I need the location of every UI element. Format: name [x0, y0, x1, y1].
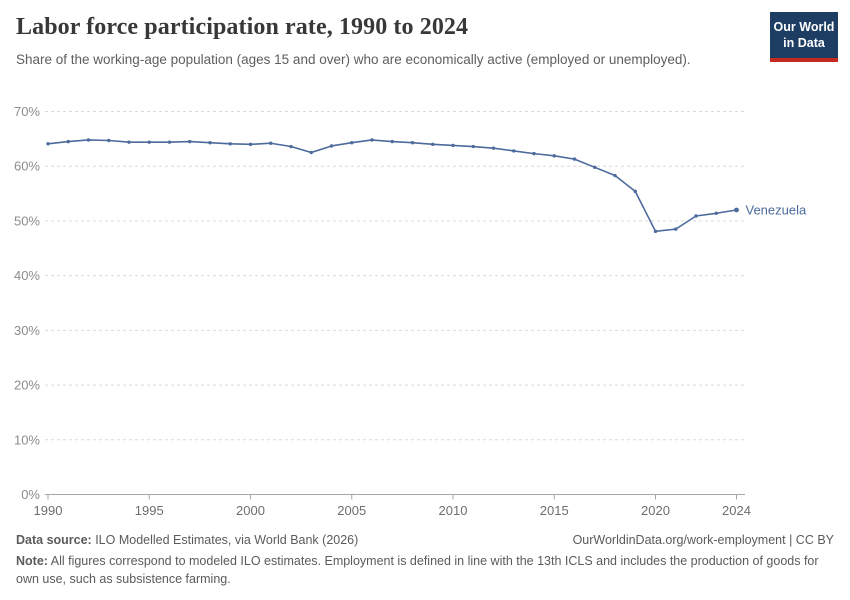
x-axis-tick-label: 1995: [135, 503, 164, 518]
data-point[interactable]: [107, 138, 111, 143]
y-axis-tick-label: 0%: [21, 487, 40, 502]
data-point[interactable]: [46, 142, 50, 146]
data-point[interactable]: [350, 140, 354, 145]
x-axis-tick-label: 2015: [540, 503, 569, 518]
x-axis-tick-label: 1990: [34, 503, 63, 518]
data-point[interactable]: [269, 141, 273, 145]
data-point[interactable]: [289, 144, 293, 149]
data-point[interactable]: [572, 157, 577, 161]
y-axis-tick-label: 50%: [14, 213, 40, 228]
data-point[interactable]: [188, 139, 192, 144]
x-axis-tick-label: 2005: [337, 503, 366, 518]
data-point[interactable]: [552, 154, 556, 158]
data-point[interactable]: [674, 227, 678, 231]
data-point[interactable]: [694, 214, 698, 218]
series-line-venezuela[interactable]: [47, 139, 737, 233]
note-text: All figures correspond to modeled ILO es…: [16, 554, 819, 587]
data-point[interactable]: [228, 142, 232, 146]
data-point[interactable]: [329, 144, 334, 148]
chart-title: Labor force participation rate, 1990 to …: [16, 14, 469, 40]
data-point[interactable]: [714, 211, 718, 215]
data-point[interactable]: [390, 139, 394, 144]
data-point[interactable]: [86, 138, 91, 142]
y-axis-tick-label: 20%: [14, 378, 40, 393]
series-label-venezuela[interactable]: Venezuela: [746, 202, 807, 217]
data-point[interactable]: [512, 149, 516, 153]
data-point[interactable]: [491, 146, 496, 150]
chart-footer: Data source: ILO Modelled Estimates, via…: [16, 531, 834, 588]
y-axis-tick-label: 70%: [14, 104, 40, 119]
note-line: Note: All figures correspond to modeled …: [16, 552, 834, 588]
data-point[interactable]: [613, 173, 617, 178]
x-axis-tick-label: 2024: [722, 503, 751, 518]
line-chart: 0% 10% 20% 30% 40% 50% 60% 70% 1990 1995 2000 2005 2…: [14, 104, 807, 518]
data-point[interactable]: [431, 142, 435, 147]
data-source-text: ILO Modelled Estimates, via World Bank (…: [91, 533, 359, 547]
y-axis-tick-label: 30%: [14, 323, 40, 338]
data-point[interactable]: [370, 138, 374, 142]
attribution-link[interactable]: OurWorldinData.org/work-employment | CC …: [572, 533, 834, 547]
data-point[interactable]: [208, 140, 212, 145]
note-label: Note:: [16, 554, 48, 569]
data-point[interactable]: [653, 229, 658, 234]
x-axis-tick-label: 2010: [439, 503, 468, 518]
data-point[interactable]: [248, 142, 253, 147]
data-point[interactable]: [66, 139, 70, 144]
chart-subtitle: Share of the working-age population (age…: [16, 52, 691, 67]
data-source-label: Data source:: [16, 533, 92, 547]
data-point[interactable]: [127, 140, 131, 144]
data-point[interactable]: [309, 150, 313, 155]
data-point[interactable]: [471, 144, 475, 149]
x-axis-tick-label: 2020: [641, 503, 670, 518]
data-point[interactable]: [593, 165, 597, 170]
data-point[interactable]: [451, 143, 455, 148]
owid-logo-line1: Our World: [773, 20, 835, 34]
data-point[interactable]: [734, 207, 739, 213]
y-axis-tick-label: 10%: [14, 432, 40, 447]
data-point[interactable]: [410, 140, 415, 145]
data-point[interactable]: [167, 140, 172, 144]
data-source-line: Data source: ILO Modelled Estimates, via…: [16, 531, 358, 549]
owid-logo: Our World in Data: [770, 12, 838, 62]
data-point[interactable]: [532, 151, 536, 156]
y-axis-tick-label: 60%: [14, 159, 40, 174]
data-point[interactable]: [147, 140, 151, 144]
data-point[interactable]: [633, 189, 637, 194]
owid-logo-line2: in Data: [783, 36, 825, 51]
y-axis-tick-label: 40%: [14, 268, 40, 283]
x-axis-tick-label: 2000: [236, 503, 265, 518]
